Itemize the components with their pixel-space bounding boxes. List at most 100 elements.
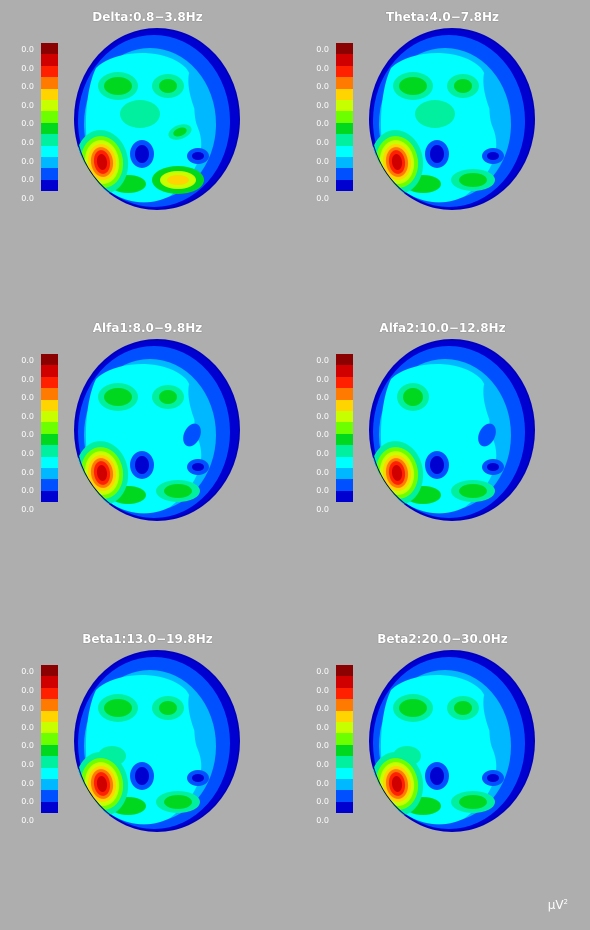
color-scale-cell	[336, 479, 353, 491]
head-topomap	[74, 650, 240, 832]
color-scale-cell	[336, 145, 353, 157]
panel-title: Delta:0.8−3.8Hz	[92, 10, 203, 24]
color-scale-cell	[336, 43, 353, 55]
scale-tick-label: 0.0	[316, 504, 329, 514]
color-scale-cell	[41, 388, 58, 400]
head-topomap	[369, 650, 535, 832]
color-scale-cell	[41, 778, 58, 791]
color-scale-cell	[336, 122, 353, 135]
color-scale-cell	[41, 354, 58, 366]
color-scale-cell	[336, 422, 353, 434]
scale-tick-label: 0.0	[21, 430, 34, 440]
color-scale-cell	[41, 687, 58, 700]
color-scale: 0.0 0.0 0.0 0.0 0.0 0.0 0.0 0.0 0.0	[18, 665, 60, 825]
scale-tick-label: 0.0	[21, 815, 34, 825]
color-scale-bar	[41, 43, 58, 192]
color-scale-cell	[41, 376, 58, 389]
scale-tick-label: 0.0	[316, 45, 329, 54]
color-scale-bar	[336, 43, 353, 192]
color-scale-cell	[41, 767, 58, 779]
color-scale-cell	[41, 744, 58, 757]
color-scale-cell	[41, 410, 58, 423]
scale-tick-label: 0.0	[21, 797, 34, 807]
head-topomap	[369, 28, 535, 210]
scale-tick-label: 0.0	[21, 119, 34, 129]
scale-tick-label: 0.0	[21, 467, 34, 477]
color-scale-bar	[41, 665, 58, 814]
color-scale-cell	[41, 365, 58, 377]
scale-tick-label: 0.0	[316, 138, 329, 147]
topomap-panel-delta: Delta:0.8−3.8Hz 0.0 0.0 0.0 0.0 0.0 0.0 0.0 0.0 0…	[0, 0, 295, 210]
scale-tick-label: 0.0	[316, 119, 329, 129]
color-scale-cell	[41, 710, 58, 722]
color-scale-cell	[41, 790, 58, 802]
color-scale-cell	[336, 790, 353, 802]
color-scale-cell	[336, 767, 353, 779]
color-scale-cell	[41, 43, 58, 55]
scale-tick-label: 0.0	[316, 486, 329, 496]
color-scale-cell	[41, 134, 58, 146]
color-scale-cell	[41, 801, 58, 814]
scale-tick-label: 0.0	[316, 704, 329, 714]
color-scale-cell	[336, 111, 353, 123]
scale-tick-label: 0.0	[21, 760, 34, 769]
color-scale-cell	[336, 721, 353, 734]
scale-tick-label: 0.0	[21, 156, 34, 166]
panel-title: Beta2:20.0−30.0Hz	[377, 632, 508, 646]
color-scale-cell	[336, 168, 353, 180]
color-scale-cell	[336, 744, 353, 757]
scale-tick-label: 0.0	[21, 685, 34, 695]
color-scale-cell	[336, 77, 353, 89]
color-scale-cell	[336, 354, 353, 366]
color-scale-bar	[336, 354, 353, 503]
scale-tick-label: 0.0	[21, 778, 34, 788]
scale-tick-label: 0.0	[316, 82, 329, 92]
topomap-panel-beta1: Beta1:13.0−19.8Hz 0.0 0.0 0.0 0.0 0.0 0.0 0.0 0.…	[0, 622, 295, 832]
scale-tick-label: 0.0	[21, 449, 34, 458]
scale-tick-label: 0.0	[21, 138, 34, 147]
color-scale-cell	[41, 65, 58, 78]
panel-title: Theta:4.0−7.8Hz	[385, 10, 500, 24]
color-scale-cell	[336, 399, 353, 411]
scale-tick-label: 0.0	[21, 193, 34, 203]
color-scale-bar	[41, 354, 58, 503]
color-scale-cell	[336, 179, 353, 192]
color-scale: 0.0 0.0 0.0 0.0 0.0 0.0 0.0 0.0 0.0	[18, 354, 60, 514]
scale-tick-label: 0.0	[316, 685, 329, 695]
head-topomap	[74, 28, 240, 210]
scale-tick-label: 0.0	[21, 486, 34, 496]
scale-tick-label: 0.0	[21, 82, 34, 92]
color-scale-bar	[336, 665, 353, 814]
scale-tick-label: 0.0	[316, 374, 329, 384]
color-scale-cell	[41, 676, 58, 688]
scale-tick-label: 0.0	[316, 722, 329, 732]
color-scale-cell	[41, 433, 58, 446]
scale-tick-label: 0.0	[21, 63, 34, 73]
panel-title: Alfa1:8.0−9.8Hz	[92, 321, 203, 335]
scale-tick-label: 0.0	[316, 193, 329, 203]
scale-tick-label: 0.0	[316, 430, 329, 440]
scale-tick-label: 0.0	[21, 667, 34, 676]
color-scale: 0.0 0.0 0.0 0.0 0.0 0.0 0.0 0.0 0.0	[313, 665, 355, 825]
scale-tick-label: 0.0	[316, 449, 329, 458]
color-scale-cell	[41, 490, 58, 503]
scale-tick-label: 0.0	[316, 797, 329, 807]
color-scale: 0.0 0.0 0.0 0.0 0.0 0.0 0.0 0.0 0.0	[313, 354, 355, 514]
color-scale-cell	[41, 179, 58, 192]
color-scale-cell	[336, 676, 353, 688]
color-scale-cell	[336, 733, 353, 745]
color-scale-cell	[336, 156, 353, 169]
color-scale-cell	[336, 99, 353, 112]
scale-tick-label: 0.0	[316, 393, 329, 403]
scale-tick-label: 0.0	[21, 504, 34, 514]
scale-tick-label: 0.0	[316, 175, 329, 185]
color-scale-cell	[41, 733, 58, 745]
scale-tick-label: 0.0	[21, 704, 34, 714]
color-scale-cell	[336, 699, 353, 711]
color-scale-cell	[336, 388, 353, 400]
color-scale-cell	[336, 467, 353, 480]
color-scale-cell	[41, 111, 58, 123]
scale-tick-label: 0.0	[21, 741, 34, 751]
topomap-panel-alfa1: Alfa1:8.0−9.8Hz 0.0 0.0 0.0 0.0 0.0 0.0 0.0 0.0 0…	[0, 311, 295, 521]
scale-tick-label: 0.0	[21, 411, 34, 421]
